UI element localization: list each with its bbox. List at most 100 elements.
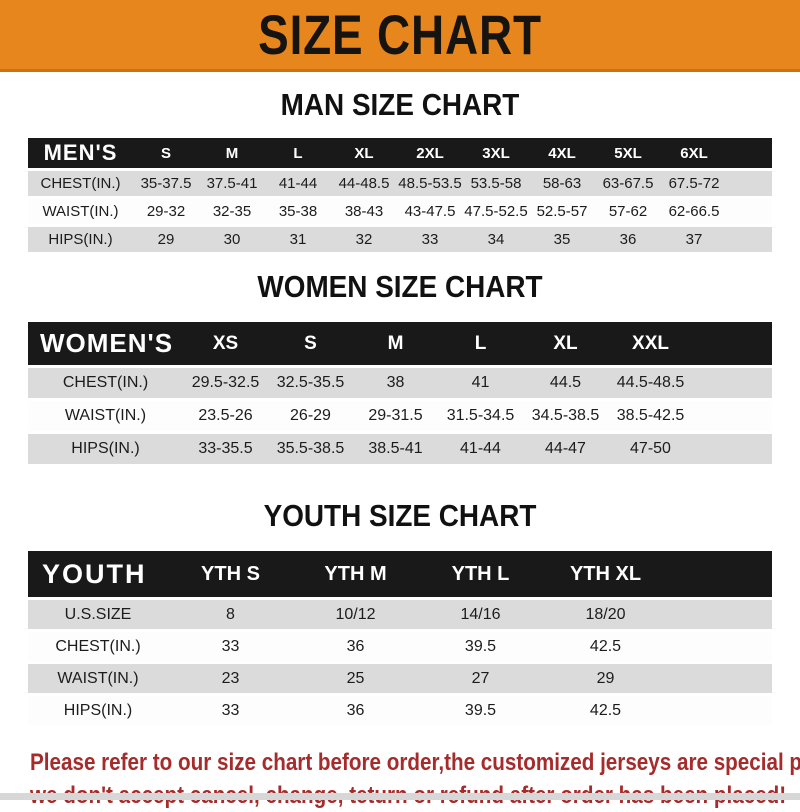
size-chart-banner: SIZE CHART [0,0,800,72]
size-column-header: XS [212,332,239,354]
size-value-cell: 26-29 [290,407,331,424]
size-value-cell: 43-47.5 [404,203,456,220]
size-column-header: S [304,332,317,354]
size-column-header: YTH XL [569,562,642,585]
size-column-header: XXL [632,332,669,354]
size-value-cell: 62-66.5 [668,203,720,220]
size-value-cell: 25 [346,669,365,687]
size-value-cell: 8 [226,605,235,623]
size-column-header: XL [354,144,374,162]
men-section-heading: MAN SIZE CHART [280,87,520,122]
size-column-header: 3XL [482,144,510,162]
size-value-cell: 35.5-38.5 [276,440,345,457]
size-value-cell: 67.5-72 [668,175,720,192]
table-row: WAIST(IN.) 23 25 27 29 [28,664,772,693]
size-value-cell: 41-44 [278,175,318,192]
size-value-cell: 32-35 [212,203,252,220]
size-value-cell: 36 [346,701,365,719]
table-header-bar: YOUTH YTH S YTH M YTH L YTH XL [28,551,772,597]
size-column-header: YTH S [201,562,260,585]
size-value-cell: 33 [221,701,240,719]
size-column-header: 2XL [416,144,444,162]
youth-size-table: YOUTH YTH S YTH M YTH L YTH XL U.S.SIZE 8 10/12… [28,551,772,725]
size-value-cell: 10/12 [335,605,376,623]
row-label: CHEST(IN.) [62,374,149,391]
row-label: HIPS(IN.) [48,231,113,248]
size-value-cell: 58-63 [542,175,582,192]
size-value-cell: 57-62 [608,203,648,220]
size-value-cell: 38 [386,374,405,391]
table-row: HIPS(IN.) 29 30 31 32 33 34 35 36 37 [28,227,772,252]
size-value-cell: 48.5-53.5 [398,175,462,192]
size-value-cell: 38.5-41 [368,440,423,457]
size-value-cell: 44-48.5 [338,175,390,192]
disclaimer-text: Please refer to our size chart before or… [30,746,800,812]
size-value-cell: 39.5 [464,701,497,719]
size-value-cell: 41-44 [460,440,501,457]
size-value-cell: 14/16 [460,605,501,623]
size-value-cell: 29-31.5 [368,407,423,424]
table-header-bar: WOMEN'S XS S M L XL XXL [28,322,772,365]
row-label: HIPS(IN.) [71,440,140,457]
table-row: WAIST(IN.) 23.5-26 26-29 29-31.5 31.5-34.5 34… [28,401,772,431]
size-value-cell: 44.5 [549,374,582,391]
size-column-header: XL [553,332,578,354]
size-value-cell: 44.5-48.5 [616,374,685,391]
row-label: WAIST(IN.) [64,407,147,424]
size-column-header: M [387,332,404,354]
size-value-cell: 52.5-57 [536,203,588,220]
table-header-label: WOMEN'S [40,328,174,358]
row-label: U.S.SIZE [64,605,132,623]
table-row: CHEST(IN.) 33 36 39.5 42.5 [28,632,772,661]
women-size-section: WOMEN SIZE CHART WOMEN'S XS S M L XL XXL CHEST(… [0,269,800,464]
size-value-cell: 34.5-38.5 [531,407,600,424]
row-label: WAIST(IN.) [42,203,119,220]
table-row: CHEST(IN.) 35-37.5 37.5-41 41-44 44-48.5 48.5… [28,171,772,196]
size-value-cell: 35-37.5 [140,175,192,192]
size-value-cell: 36 [619,231,637,248]
size-value-cell: 27 [471,669,490,687]
size-value-cell: 47.5-52.5 [464,203,528,220]
size-value-cell: 33-35.5 [198,440,253,457]
size-value-cell: 18/20 [585,605,626,623]
men-size-table: MEN'S S M L XL 2XL 3XL 4XL 5XL 6XL CHEST(IN.) 35-37… [28,138,772,252]
size-value-cell: 41 [471,374,490,391]
size-value-cell: 44-47 [545,440,586,457]
women-section-heading: WOMEN SIZE CHART [257,269,543,304]
size-column-header: S [160,144,171,162]
size-value-cell: 32.5-35.5 [276,374,345,391]
size-value-cell: 39.5 [464,637,497,655]
row-label: WAIST(IN.) [57,669,139,687]
youth-section-heading: YOUTH SIZE CHART [263,498,537,533]
size-column-header: L [474,332,487,354]
size-value-cell: 31 [289,231,307,248]
size-value-cell: 31.5-34.5 [446,407,515,424]
size-value-cell: 42.5 [589,637,622,655]
men-size-section: MAN SIZE CHART MEN'S S M L XL 2XL 3XL 4XL 5XL 6XL… [0,87,800,252]
table-header-bar: MEN'S S M L XL 2XL 3XL 4XL 5XL 6XL [28,138,772,168]
size-value-cell: 29 [157,231,175,248]
size-column-header: 6XL [680,144,708,162]
size-value-cell: 38.5-42.5 [616,407,685,424]
size-column-header: 5XL [614,144,642,162]
size-column-header: M [225,144,239,162]
table-header-label: YOUTH [42,558,147,589]
size-column-header: YTH L [451,562,510,585]
row-label: CHEST(IN.) [55,637,141,655]
table-row: U.S.SIZE 8 10/12 14/16 18/20 [28,600,772,629]
size-value-cell: 36 [346,637,365,655]
size-value-cell: 33 [421,231,439,248]
size-value-cell: 38-43 [344,203,384,220]
table-row: WAIST(IN.) 29-32 32-35 35-38 38-43 43-47.5 47.… [28,199,772,224]
size-value-cell: 23 [221,669,240,687]
bottom-edge-strip [0,793,800,800]
banner-title: SIZE CHART [258,3,542,66]
table-header-label: MEN'S [43,140,118,165]
size-value-cell: 30 [223,231,241,248]
size-value-cell: 32 [355,231,373,248]
size-column-header: YTH M [324,562,387,585]
size-value-cell: 53.5-58 [470,175,522,192]
size-value-cell: 34 [487,231,505,248]
table-row: HIPS(IN.) 33 36 39.5 42.5 [28,696,772,725]
size-value-cell: 42.5 [589,701,622,719]
